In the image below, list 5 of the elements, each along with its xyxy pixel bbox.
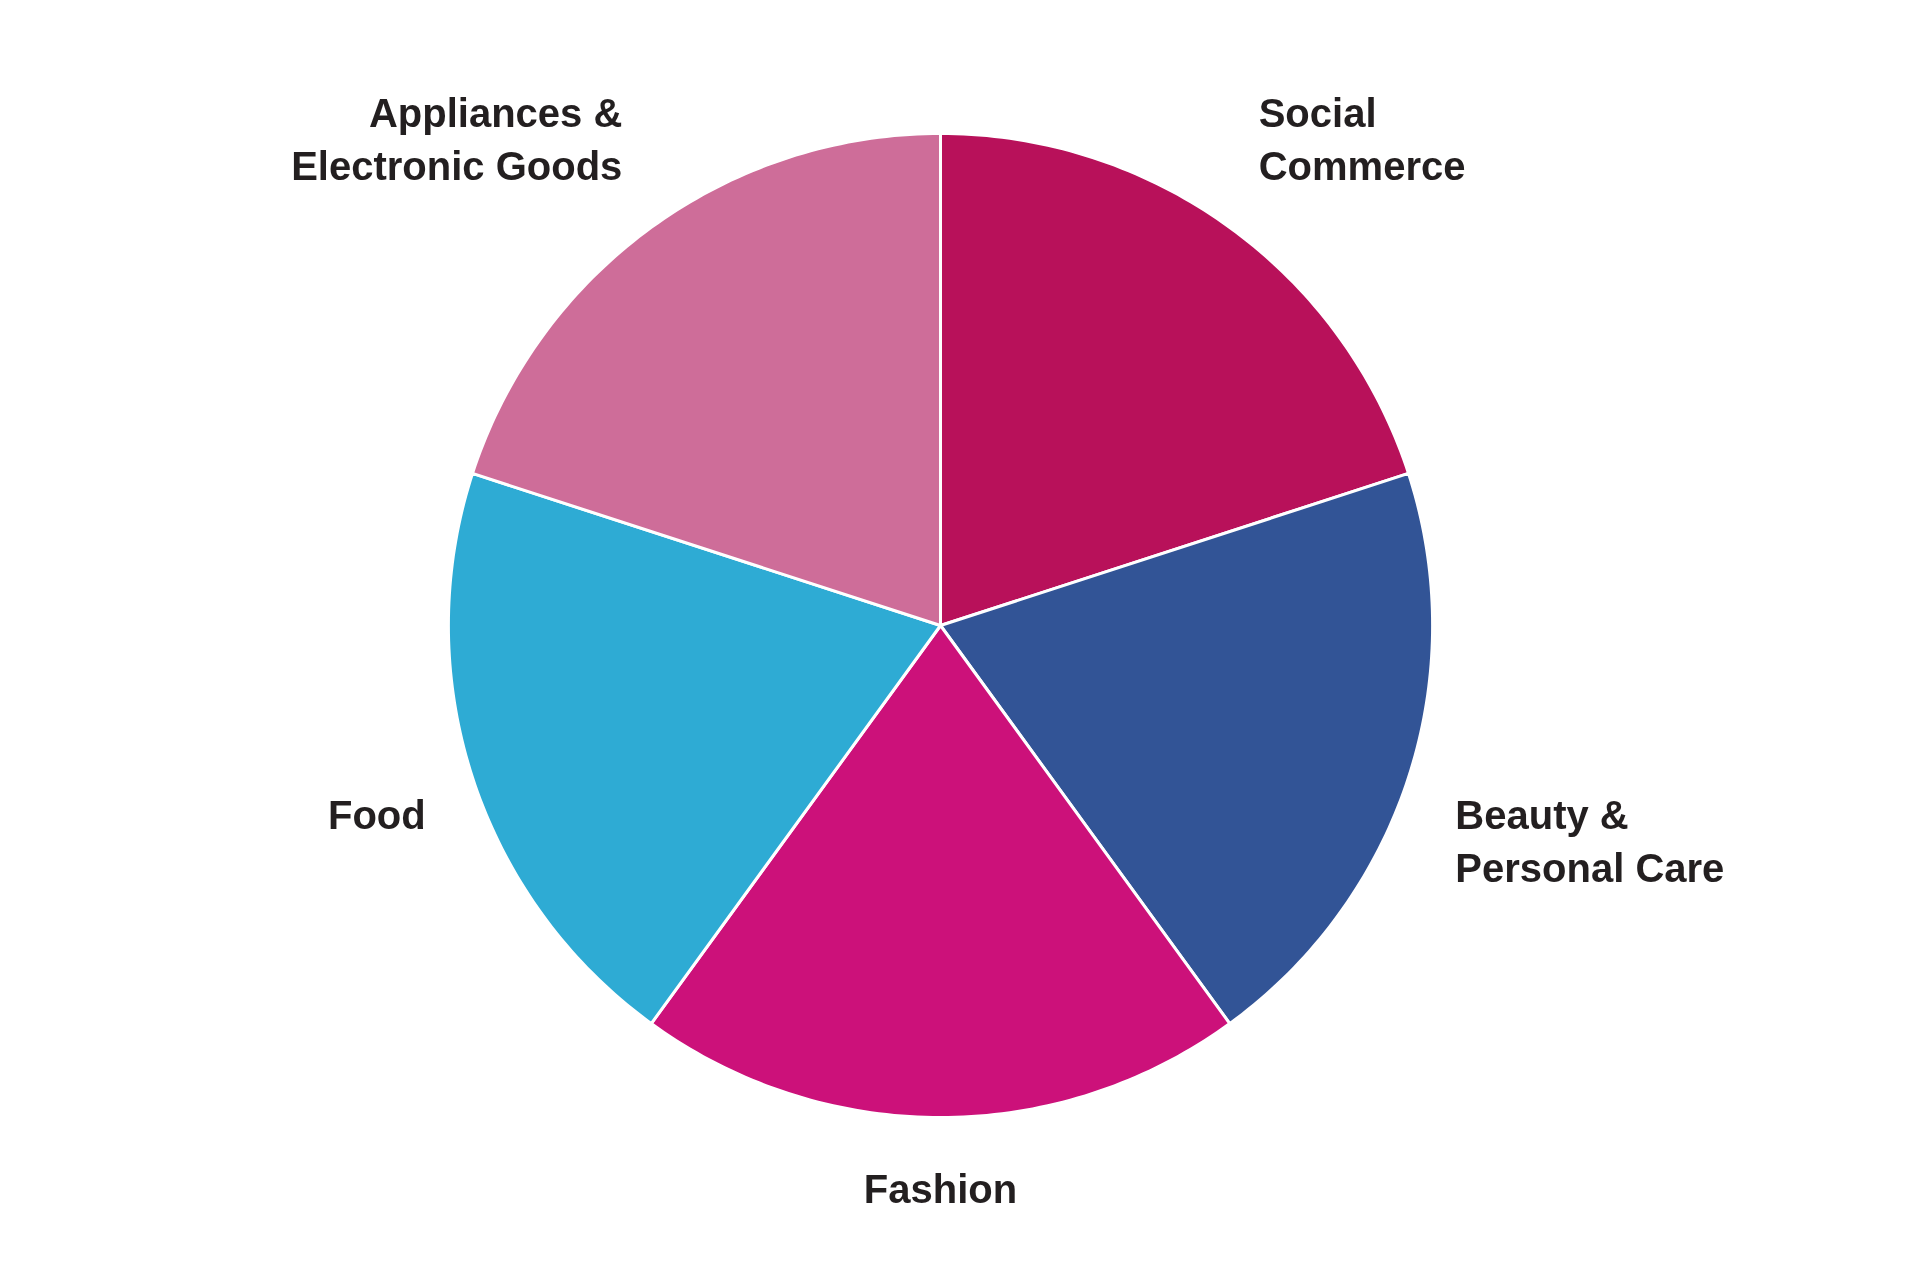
slice-label: Social Commerce (1258, 90, 1466, 188)
slice-label: Appliances & Electronic Goods (291, 90, 623, 188)
slice-label: Beauty & Personal Care (1455, 792, 1725, 890)
slice-label: Food (327, 792, 426, 837)
slice-label: Fashion (863, 1166, 1018, 1211)
